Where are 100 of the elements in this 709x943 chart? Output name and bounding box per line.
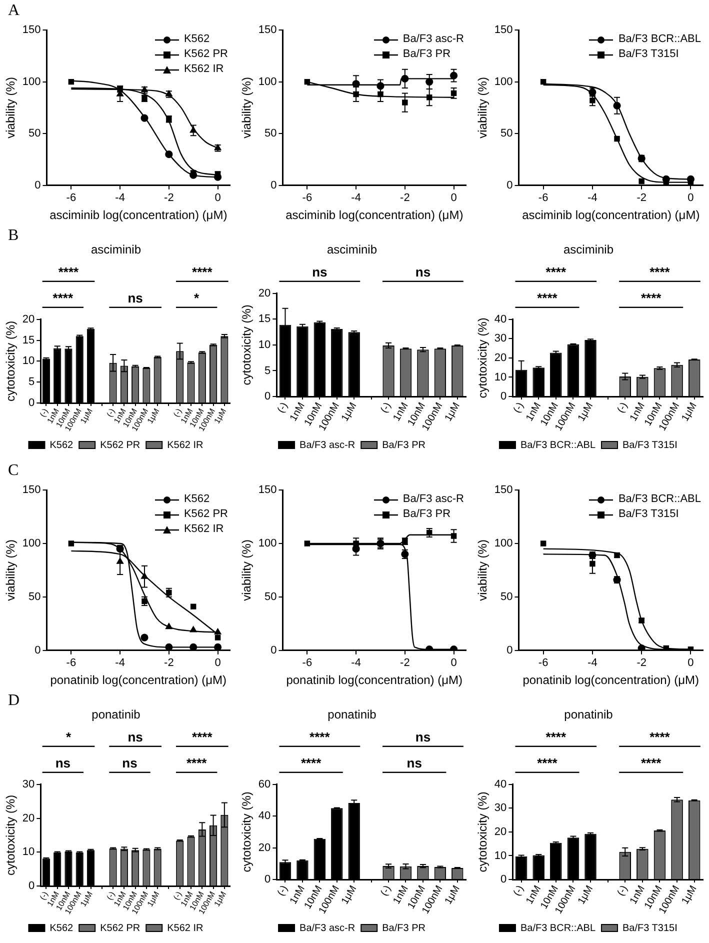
legend-label: Ba/F3 BCR::ABL bbox=[520, 440, 596, 451]
legend-label: K562 IR bbox=[184, 522, 224, 537]
y-tick-label: 20 bbox=[258, 287, 271, 300]
text: **** bbox=[546, 264, 567, 280]
text: **** bbox=[300, 755, 322, 770]
legend-label: K562 bbox=[50, 440, 74, 451]
y-tick-label: 0 bbox=[34, 179, 41, 192]
x-axis-title: asciminib log(concentration) (μM) bbox=[522, 208, 700, 222]
legend-label: Ba/F3 PR bbox=[382, 440, 426, 451]
y-tick-label: 0 bbox=[506, 179, 513, 192]
text: **** bbox=[192, 264, 214, 280]
y-tick-label: 30 bbox=[494, 332, 507, 345]
x-tick-label: -6 bbox=[538, 192, 548, 204]
y-tick-label: 40 bbox=[258, 810, 271, 822]
y-tick-label: 150 bbox=[22, 24, 41, 36]
x-axis-title: ponatinib log(concentration) (μM) bbox=[50, 673, 227, 688]
y-tick-label: 50 bbox=[264, 128, 277, 140]
y-tick-label: 10 bbox=[494, 371, 507, 384]
chart-title: asciminib bbox=[563, 242, 614, 257]
x-tick-label: -6 bbox=[538, 657, 548, 670]
y-tick-label: 100 bbox=[258, 76, 277, 88]
x-tick-label: (-) bbox=[616, 400, 630, 416]
text: **** bbox=[650, 729, 671, 744]
text: A bbox=[8, 2, 20, 20]
y-axis-title: cytotoxicity (%) bbox=[240, 304, 254, 386]
legend-label: Ba/F3 asc-R bbox=[300, 440, 356, 451]
legend-label: Ba/F3 T315I bbox=[618, 507, 679, 522]
y-tick-label: 15 bbox=[258, 313, 271, 326]
text: **** bbox=[52, 290, 74, 306]
y-tick-label: 150 bbox=[258, 24, 277, 36]
legend-label: K562 bbox=[50, 922, 74, 934]
y-axis-title: viability (%) bbox=[476, 540, 490, 601]
y-axis-title: viability (%) bbox=[240, 77, 254, 138]
legend-label: Ba/F3 BCR::ABL bbox=[618, 32, 701, 47]
y-tick-label: 20 bbox=[22, 812, 35, 824]
x-tick-label: (-) bbox=[38, 890, 50, 902]
x-tick-label: -4 bbox=[115, 657, 125, 670]
text: **** bbox=[192, 729, 214, 744]
y-tick-label: 20 bbox=[494, 826, 507, 838]
y-tick-label: 100 bbox=[258, 538, 277, 550]
y-axis-title: viability (%) bbox=[4, 540, 18, 601]
x-tick-label: -2 bbox=[400, 657, 410, 670]
y-axis-title: cytotoxicity (%) bbox=[476, 318, 490, 398]
y-tick-label: 50 bbox=[28, 128, 41, 140]
x-tick-label: (-) bbox=[104, 406, 117, 418]
y-tick-label: 150 bbox=[494, 24, 513, 36]
x-tick-label: -6 bbox=[66, 192, 76, 204]
text: ns bbox=[128, 290, 143, 306]
y-tick-label: 0 bbox=[500, 874, 507, 886]
text: **** bbox=[310, 729, 331, 744]
x-tick-label: -4 bbox=[588, 192, 598, 204]
x-tick-label: -4 bbox=[351, 657, 361, 670]
legend-label: Ba/F3 BCR::ABL bbox=[618, 492, 701, 507]
x-tick-label: (-) bbox=[512, 400, 526, 416]
y-tick-label: 50 bbox=[500, 128, 513, 140]
y-tick-label: 10 bbox=[22, 846, 35, 858]
text: **** bbox=[58, 264, 80, 280]
y-axis-title: cytotoxicity (%) bbox=[4, 320, 18, 402]
y-tick-label: 100 bbox=[494, 76, 513, 88]
text: * bbox=[194, 290, 200, 306]
y-axis-title: cytotoxicity (%) bbox=[4, 794, 18, 876]
y-tick-label: 20 bbox=[494, 352, 507, 364]
y-tick-label: 100 bbox=[22, 538, 41, 550]
y-tick-label: 0 bbox=[34, 644, 41, 656]
y-tick-label: 5 bbox=[264, 364, 271, 377]
legend-label: Ba/F3 PR bbox=[382, 922, 426, 934]
legend-label: Ba/F3 PR bbox=[402, 507, 451, 522]
text: ns bbox=[55, 755, 70, 770]
text: ns bbox=[415, 264, 431, 280]
text: ns bbox=[415, 729, 431, 744]
chart-title: ponatinib bbox=[328, 708, 377, 722]
x-tick-label: -2 bbox=[636, 192, 646, 204]
x-tick-label: 0 bbox=[450, 657, 457, 670]
x-tick-label: -4 bbox=[588, 657, 598, 670]
text: **** bbox=[537, 755, 558, 770]
x-tick-label: -2 bbox=[164, 657, 174, 670]
y-tick-label: 150 bbox=[22, 484, 41, 496]
legend-label: K562 bbox=[184, 32, 210, 47]
x-tick-label: (-) bbox=[616, 884, 630, 898]
y-tick-label: 150 bbox=[494, 484, 513, 496]
y-tick-label: 10 bbox=[258, 338, 271, 351]
text: ns bbox=[406, 755, 422, 770]
text: C bbox=[8, 462, 19, 480]
legend-label: K562 PR bbox=[184, 507, 228, 522]
y-tick-label: 60 bbox=[258, 778, 271, 790]
text: ns bbox=[312, 264, 328, 280]
y-axis-title: viability (%) bbox=[4, 77, 18, 138]
y-tick-label: 100 bbox=[494, 538, 513, 550]
x-tick-label: (-) bbox=[378, 884, 394, 898]
x-tick-label: (-) bbox=[104, 890, 117, 902]
text: ns bbox=[128, 729, 143, 744]
x-axis-title: asciminib log(concentration) (μM) bbox=[50, 208, 228, 222]
legend-label: Ba/F3 asc-R bbox=[402, 32, 464, 47]
x-tick-label: (-) bbox=[172, 406, 184, 418]
y-tick-label: 100 bbox=[22, 76, 41, 88]
legend-label: K562 bbox=[184, 492, 210, 507]
y-tick-label: 5 bbox=[28, 376, 35, 388]
y-axis-title: viability (%) bbox=[476, 77, 490, 138]
legend-label: Ba/F3 BCR::ABL bbox=[520, 922, 596, 934]
legend-label: Ba/F3 asc-R bbox=[300, 922, 356, 934]
